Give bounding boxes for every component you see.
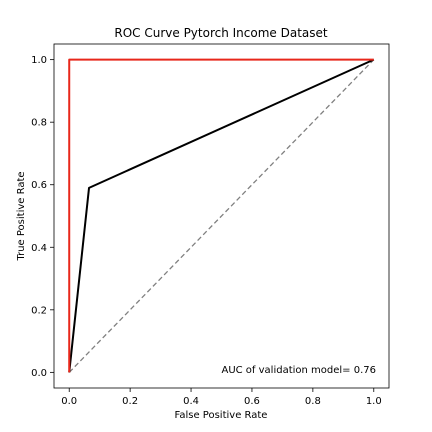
plot-frame <box>53 43 390 389</box>
series-line-1 <box>68 58 374 373</box>
y-tick-label: 0.2 <box>31 305 47 316</box>
x-tick-label: 0.2 <box>122 396 138 407</box>
x-tick-label: 0.8 <box>305 396 321 407</box>
x-tick-label: 0.4 <box>183 396 199 407</box>
y-tick-label: 0.6 <box>31 180 47 191</box>
y-tick-label: 0.0 <box>31 368 47 379</box>
series-line-0 <box>68 58 375 373</box>
x-tick-label: 1.0 <box>366 396 382 407</box>
series-line-2 <box>68 59 375 373</box>
x-tick-label: 0.6 <box>244 396 260 407</box>
x-tick-label: 0.0 <box>61 396 77 407</box>
y-tick-label: 0.4 <box>31 243 47 254</box>
x-axis-label: False Positive Rate <box>175 410 268 421</box>
auc-annotation: AUC of validation model= 0.76 <box>221 365 376 376</box>
y-tick-label: 0.8 <box>31 118 47 129</box>
y-axis: 0.0 0.2 0.4 0.6 0.8 1.0 <box>31 55 54 379</box>
y-axis-label: True Positive Rate <box>16 171 27 261</box>
x-axis: 0.0 0.2 0.4 0.6 0.8 1.0 <box>61 388 382 407</box>
y-tick-label: 1.0 <box>31 55 47 66</box>
plot-area <box>68 58 375 373</box>
chart-title: ROC Curve Pytorch Income Dataset <box>114 26 328 40</box>
